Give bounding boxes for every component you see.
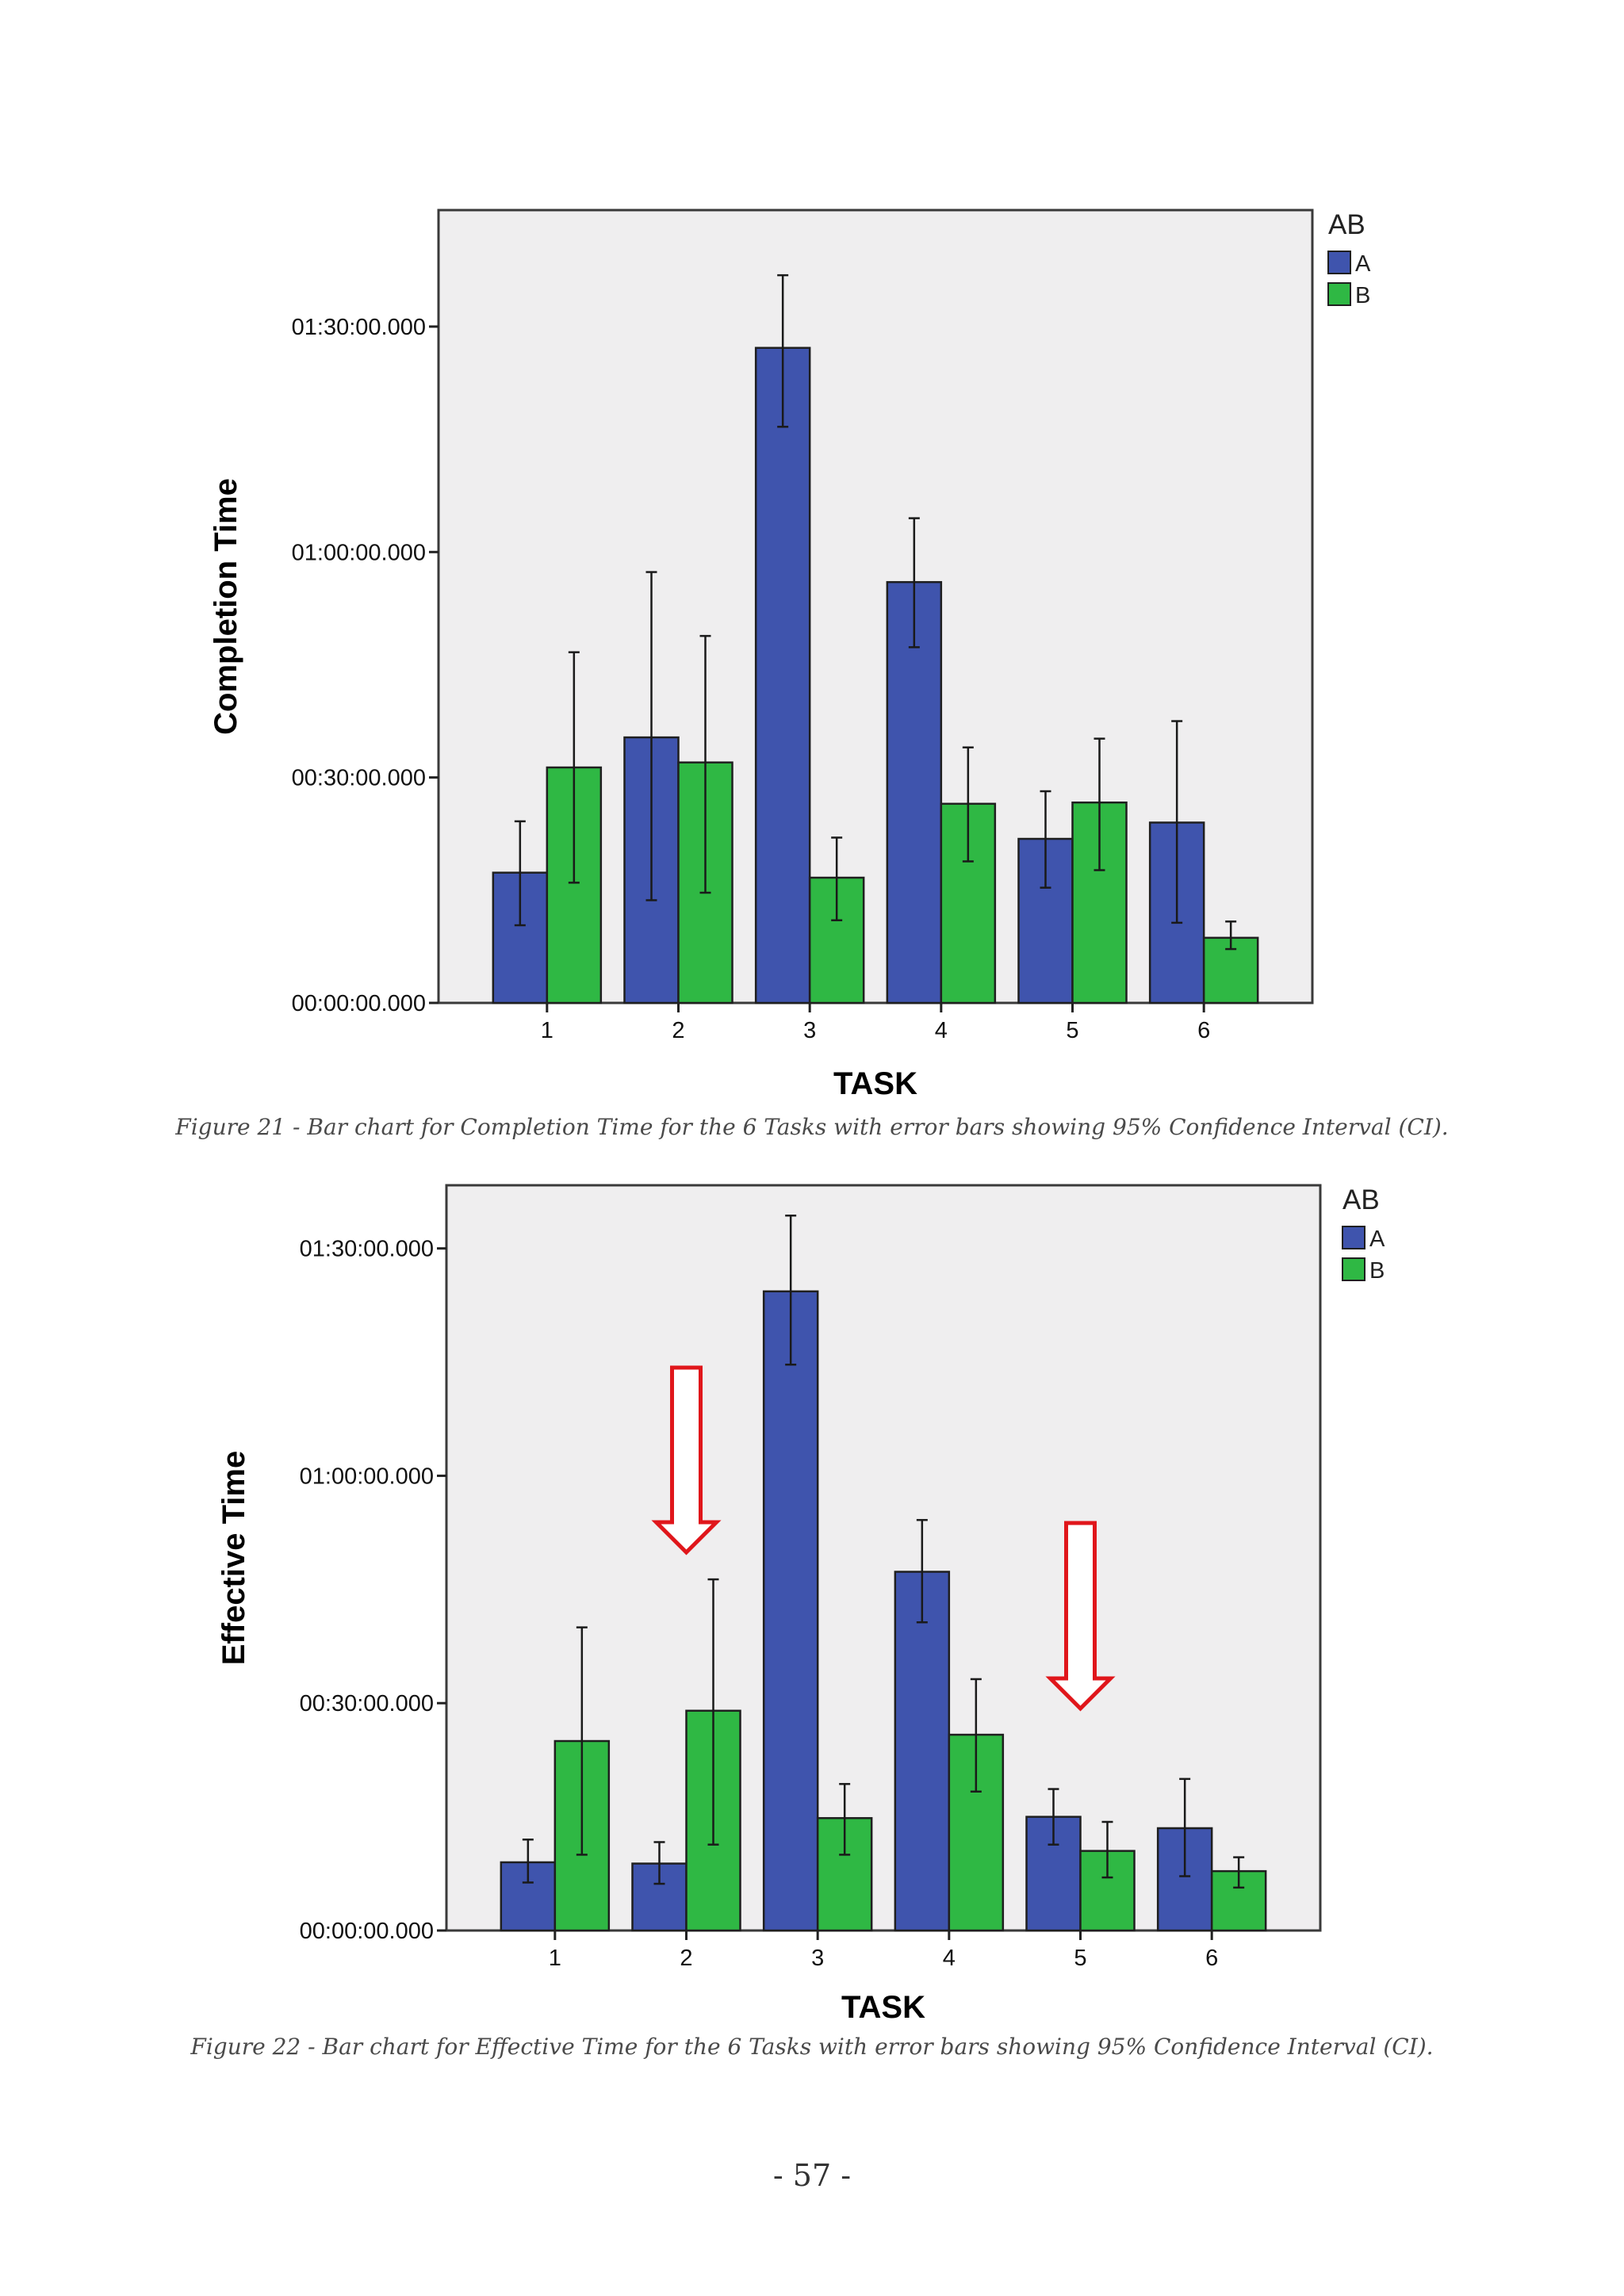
y-tick-label: 00:30:00.000 (292, 766, 426, 791)
legend-swatch-B (1327, 282, 1351, 306)
x-tick-label-2: 2 (680, 1946, 692, 1971)
effective-time-chart: 00:00:00.000 00:30:00.000 01:00:00.000 01:3… (216, 1184, 1385, 2025)
figure-effective-time: 00:00:00.000 00:30:00.000 01:00:00.000 01:3… (0, 1169, 1624, 2089)
figure-completion-time: 00:00:00.000 00:30:00.000 01:00:00.000 01:3… (0, 194, 1624, 1140)
y-tick-label: 01:30:00.000 (300, 1237, 434, 1262)
legend-title: AB (1342, 1184, 1380, 1215)
x-tick-label-5: 5 (1066, 1018, 1078, 1043)
x-tick-label-5: 5 (1074, 1946, 1086, 1971)
legend-label-A: A (1355, 251, 1371, 277)
legend-swatch-A (1327, 251, 1351, 274)
figure-21-caption: Figure 21 - Bar chart for Completion Tim… (175, 1114, 1449, 1140)
x-tick-label-2: 2 (672, 1018, 684, 1043)
legend-swatch-B (1342, 1257, 1365, 1281)
legend-label-B: B (1355, 283, 1370, 308)
y-tick-label: 00:00:00.000 (292, 991, 426, 1016)
legend-label-B: B (1369, 1258, 1385, 1284)
y-tick-label: 00:30:00.000 (300, 1691, 434, 1716)
legend-swatch-A (1342, 1226, 1365, 1249)
x-tick-label-6: 6 (1205, 1946, 1218, 1971)
y-tick-label: 00:00:00.000 (300, 1919, 434, 1944)
y-axis-title: Completion Time (209, 478, 243, 735)
y-tick-label: 01:00:00.000 (292, 540, 426, 565)
x-axis-title: TASK (833, 1066, 917, 1098)
x-tick-label-3: 3 (811, 1946, 824, 1971)
x-tick-label-4: 4 (935, 1018, 948, 1043)
legend-title: AB (1328, 209, 1365, 240)
x-tick-label-3: 3 (803, 1018, 816, 1043)
y-tick-label: 01:30:00.000 (292, 315, 426, 340)
x-axis-title: TASK (841, 1990, 925, 2025)
x-tick-label-1: 1 (541, 1018, 553, 1043)
bar-A-3 (762, 1290, 819, 1932)
x-tick-label-6: 6 (1197, 1018, 1210, 1043)
page-number: - 57 - (772, 2158, 852, 2193)
y-tick-label: 01:00:00.000 (300, 1464, 434, 1489)
bar-A-3 (754, 346, 811, 1004)
red-down-arrow-icon (1045, 1521, 1116, 1712)
x-tick-label-4: 4 (943, 1946, 956, 1971)
legend-label-A: A (1369, 1226, 1385, 1252)
completion-time-chart: 00:00:00.000 00:30:00.000 01:00:00.000 01:3… (209, 209, 1371, 1098)
figure-22-caption: Figure 22 - Bar chart for Effective Time… (190, 2034, 1434, 2060)
bar-A-4 (886, 580, 943, 1004)
y-axis-title: Effective Time (216, 1451, 251, 1666)
red-down-arrow-icon (651, 1365, 722, 1556)
bar-A-4 (894, 1571, 951, 1932)
x-tick-label-1: 1 (549, 1946, 561, 1971)
